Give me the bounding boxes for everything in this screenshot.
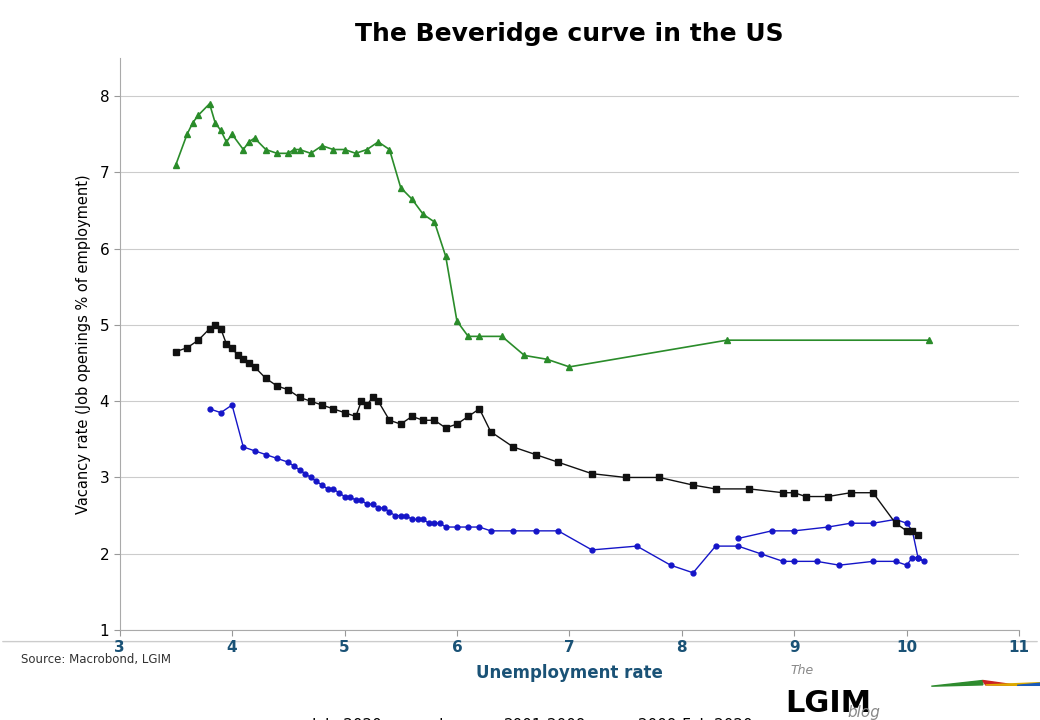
- Text: August 2022   |   Markets and economics: August 2022 | Markets and economics: [21, 18, 304, 32]
- Text: 🐦: 🐦: [879, 16, 889, 34]
- Title: The Beveridge curve in the US: The Beveridge curve in the US: [355, 22, 784, 46]
- Polygon shape: [1017, 683, 1040, 685]
- Text: @LGIM: @LGIM: [910, 18, 959, 32]
- Y-axis label: Vacancy rate (Job openings % of employment): Vacancy rate (Job openings % of employme…: [76, 174, 92, 514]
- Text: The: The: [790, 664, 813, 677]
- Polygon shape: [986, 683, 1040, 685]
- Legend: July 2020 onwards, 2001-2009, 2009-Feb 2020: July 2020 onwards, 2001-2009, 2009-Feb 2…: [271, 712, 759, 720]
- Text: ⬤: ⬤: [671, 15, 693, 35]
- Text: blog: blog: [848, 704, 881, 719]
- Text: LGIM: LGIM: [785, 690, 872, 719]
- X-axis label: Unemployment rate: Unemployment rate: [476, 664, 662, 682]
- Text: lgimblog.com: lgimblog.com: [692, 18, 786, 32]
- Text: Source: Macrobond, LGIM: Source: Macrobond, LGIM: [21, 654, 171, 667]
- Polygon shape: [932, 680, 983, 686]
- Polygon shape: [983, 680, 1017, 685]
